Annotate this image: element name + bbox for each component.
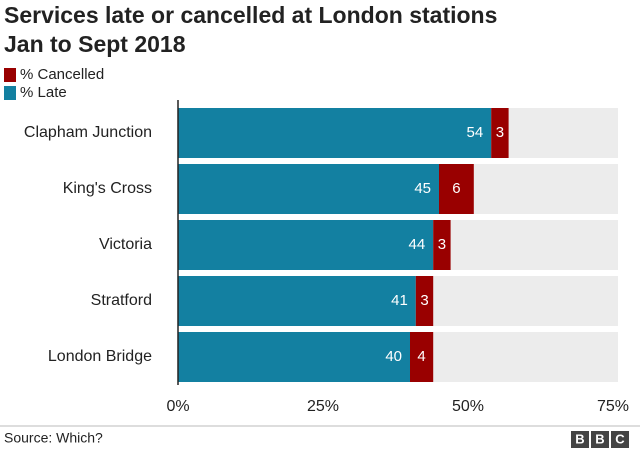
data-label: 45: [414, 180, 431, 197]
y-tick-label: Victoria: [99, 236, 152, 253]
data-label: 3: [420, 292, 428, 309]
chart-subtitle: Jan to Sept 2018: [4, 31, 186, 57]
y-tick-label: Clapham Junction: [24, 124, 152, 141]
legend-swatch: [4, 86, 16, 100]
legend-swatch: [4, 68, 16, 82]
bar-segment: [415, 276, 434, 326]
y-tick-label: London Bridge: [48, 348, 152, 365]
data-label: 4: [417, 348, 425, 365]
bar-segment: [439, 164, 474, 214]
y-tick-label: Stratford: [91, 292, 152, 309]
bar-segment: [178, 164, 439, 214]
data-label: 3: [438, 236, 446, 253]
logo-letter: B: [575, 431, 584, 446]
source: Source: Which?: [4, 430, 103, 446]
data-label: 40: [385, 348, 402, 365]
data-label: 41: [391, 292, 408, 309]
data-label: 44: [409, 236, 426, 253]
x-tick-label: 0%: [166, 398, 189, 415]
logo: [571, 431, 629, 448]
logo-letter: B: [595, 431, 604, 446]
chart-title: Services late or cancelled at London sta…: [4, 2, 497, 28]
logo-letter: C: [615, 431, 625, 446]
data-label: 3: [496, 124, 504, 141]
bar-segment: [410, 332, 434, 382]
x-tick-label: 75%: [597, 398, 629, 415]
bar-segment: [491, 108, 509, 158]
y-tick-label: King's Cross: [63, 180, 152, 197]
data-label: 54: [467, 124, 484, 141]
bar-segment: [178, 276, 416, 326]
legend-label: % Cancelled: [20, 66, 104, 83]
bar-segment: [178, 220, 434, 270]
bar-segment: [178, 108, 492, 158]
x-tick-label: 50%: [452, 398, 484, 415]
legend-label: % Late: [20, 84, 67, 101]
bar-segment: [178, 332, 410, 382]
x-tick-label: 25%: [307, 398, 339, 415]
data-label: 6: [452, 180, 460, 197]
bar-segment: [433, 220, 451, 270]
